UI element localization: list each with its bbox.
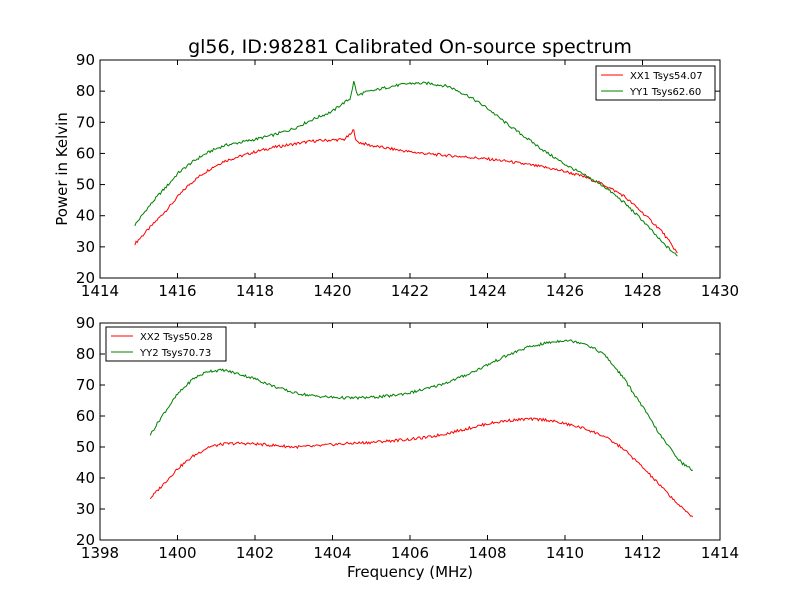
y-tick-label: 20 bbox=[76, 269, 95, 287]
x-tick-label: 1398 bbox=[81, 544, 119, 562]
series-line bbox=[149, 417, 694, 518]
y-tick-label: 70 bbox=[76, 113, 95, 131]
y-tick-label: 60 bbox=[76, 407, 95, 425]
legend: XX2 Tsys50.28 YY2 Tsys70.73 bbox=[105, 326, 227, 362]
series-line bbox=[149, 339, 693, 471]
x-tick-label: 1402 bbox=[236, 544, 274, 562]
x-tick-label: 1406 bbox=[391, 544, 429, 562]
x-tick-label: 1422 bbox=[391, 282, 429, 300]
y-tick-label: 30 bbox=[76, 238, 95, 256]
x-tick-label: 1404 bbox=[313, 544, 351, 562]
x-tick-label: 1400 bbox=[158, 544, 196, 562]
x-axis-label: Frequency (MHz) bbox=[347, 563, 473, 581]
legend-box bbox=[105, 326, 227, 362]
x-tick-label: 1428 bbox=[623, 282, 661, 300]
y-tick-label: 80 bbox=[76, 82, 95, 100]
y-tick-label: 70 bbox=[76, 376, 95, 394]
y-tick-label: 30 bbox=[76, 500, 95, 518]
x-tick-label: 1424 bbox=[468, 282, 506, 300]
x-tick-label: 1408 bbox=[468, 544, 506, 562]
legend-label: YY2 Tsys70.73 bbox=[139, 348, 211, 359]
legend-label: XX1 Tsys54.07 bbox=[630, 71, 703, 82]
y-tick-label: 60 bbox=[76, 144, 95, 162]
series-line bbox=[134, 129, 678, 254]
y-tick-label: 40 bbox=[76, 469, 95, 487]
y-tick-label: 20 bbox=[76, 531, 95, 549]
legend-label: YY1 Tsys62.60 bbox=[629, 87, 701, 98]
y-tick-label: 50 bbox=[76, 438, 95, 456]
y-tick-label: 90 bbox=[76, 314, 95, 332]
series-line bbox=[134, 81, 678, 257]
x-tick-label: 1412 bbox=[623, 544, 661, 562]
x-tick-label: 1410 bbox=[546, 544, 584, 562]
x-tick-label: 1416 bbox=[158, 282, 196, 300]
y-tick-label: 50 bbox=[76, 176, 95, 194]
y-tick-label: 40 bbox=[76, 207, 95, 225]
chart-title: gl56, ID:98281 Calibrated On-source spec… bbox=[188, 36, 632, 58]
legend: XX1 Tsys54.07 YY1 Tsys62.60 bbox=[595, 65, 716, 101]
x-tick-label: 1420 bbox=[313, 282, 351, 300]
bottom-panel: 1398 1400 1402 1404 1406 1408 1410 1412 1414 20 30… bbox=[76, 314, 739, 562]
x-tick-label: 1426 bbox=[546, 282, 584, 300]
x-tick-label: 1414 bbox=[81, 282, 119, 300]
top-panel: 1414 1416 1418 1420 1422 1424 1426 1428 1430 20 30… bbox=[76, 51, 739, 300]
legend-box bbox=[595, 65, 716, 101]
y-axis-label: Power in Kelvin bbox=[53, 112, 71, 226]
x-tick-label: 1430 bbox=[701, 282, 739, 300]
x-tick-label: 1418 bbox=[236, 282, 274, 300]
y-tick-label: 90 bbox=[76, 51, 95, 69]
y-tick-label: 80 bbox=[76, 345, 95, 363]
x-tick-label: 1414 bbox=[701, 544, 739, 562]
legend-label: XX2 Tsys50.28 bbox=[140, 332, 213, 343]
